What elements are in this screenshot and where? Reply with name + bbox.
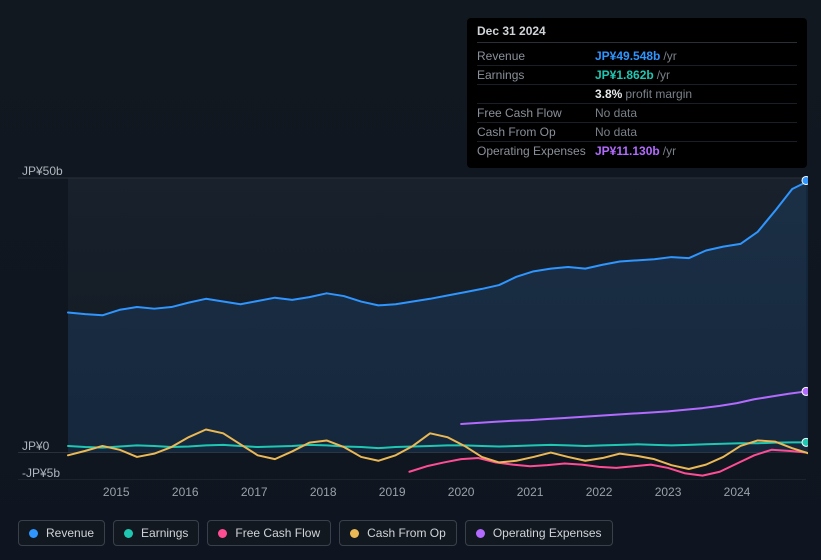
x-tick-label: 2015: [103, 485, 130, 499]
legend-dot-icon: [218, 529, 227, 538]
legend-label: Revenue: [46, 526, 94, 540]
chart-tooltip: Dec 31 2024 RevenueJP¥49.548b/yrEarnings…: [467, 18, 807, 168]
x-tick-label: 2021: [517, 485, 544, 499]
x-tick-label: 2024: [724, 485, 751, 499]
tooltip-label: Revenue: [477, 49, 595, 63]
y-tick-label: -JP¥5b: [22, 466, 60, 480]
tooltip-date: Dec 31 2024: [477, 24, 797, 43]
legend-item-earnings[interactable]: Earnings: [113, 520, 199, 546]
legend-dot-icon: [124, 529, 133, 538]
tooltip-row: Cash From OpNo data: [477, 123, 797, 142]
y-tick-label: JP¥0: [22, 439, 49, 453]
legend-dot-icon: [476, 529, 485, 538]
tooltip-suffix: /yr: [663, 144, 676, 158]
y-tick-label: JP¥50b: [22, 164, 63, 178]
legend-label: Free Cash Flow: [235, 526, 320, 540]
x-tick-label: 2022: [586, 485, 613, 499]
tooltip-subtext: profit margin: [625, 87, 692, 101]
tooltip-value: JP¥1.862b: [595, 68, 654, 82]
legend-item-cash-from-op[interactable]: Cash From Op: [339, 520, 457, 546]
tooltip-label: Free Cash Flow: [477, 106, 595, 120]
chart-root: Dec 31 2024 RevenueJP¥49.548b/yrEarnings…: [0, 0, 821, 560]
tooltip-rows: RevenueJP¥49.548b/yrEarningsJP¥1.862b/yr…: [477, 47, 797, 160]
tooltip-value: JP¥11.130b: [595, 144, 660, 158]
x-tick-label: 2018: [310, 485, 337, 499]
x-axis: 2015 2016 2017 2018 2019 2020 2021 2022 2023 2024: [18, 485, 808, 503]
legend-label: Cash From Op: [367, 526, 446, 540]
tooltip-label: Operating Expenses: [477, 144, 595, 158]
x-tick-label: 2020: [448, 485, 475, 499]
tooltip-suffix: /yr: [657, 68, 670, 82]
tooltip-row: EarningsJP¥1.862b/yr: [477, 66, 797, 85]
tooltip-row: 3.8%profit margin: [477, 85, 797, 104]
chart-svg: [18, 160, 808, 480]
chart-legend: Revenue Earnings Free Cash Flow Cash From O…: [18, 520, 613, 546]
legend-item-revenue[interactable]: Revenue: [18, 520, 105, 546]
x-tick-label: 2017: [241, 485, 268, 499]
tooltip-value: 3.8%: [595, 87, 622, 101]
tooltip-row: Free Cash FlowNo data: [477, 104, 797, 123]
chart-plot-area[interactable]: JP¥50b JP¥0 -JP¥5b: [18, 160, 808, 480]
tooltip-row: Operating ExpensesJP¥11.130b/yr: [477, 142, 797, 160]
x-tick-label: 2019: [379, 485, 406, 499]
legend-label: Earnings: [141, 526, 188, 540]
legend-label: Operating Expenses: [493, 526, 602, 540]
tooltip-label: Cash From Op: [477, 125, 595, 139]
series-free-cash-flow: [409, 450, 806, 476]
tooltip-row: RevenueJP¥49.548b/yr: [477, 47, 797, 66]
tooltip-value: JP¥49.548b: [595, 49, 660, 63]
tooltip-suffix: /yr: [663, 49, 676, 63]
x-tick-label: 2016: [172, 485, 199, 499]
tooltip-value: No data: [595, 125, 637, 139]
legend-item-operating-expenses[interactable]: Operating Expenses: [465, 520, 613, 546]
legend-item-free-cash-flow[interactable]: Free Cash Flow: [207, 520, 331, 546]
legend-dot-icon: [350, 529, 359, 538]
tooltip-value: No data: [595, 106, 637, 120]
tooltip-label: Earnings: [477, 68, 595, 82]
x-tick-label: 2023: [655, 485, 682, 499]
legend-dot-icon: [29, 529, 38, 538]
